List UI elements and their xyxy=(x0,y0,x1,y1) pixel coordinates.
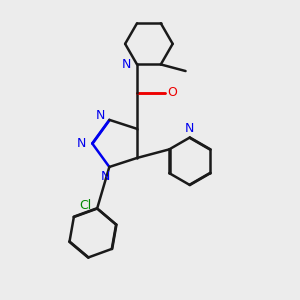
Text: N: N xyxy=(77,137,86,150)
Text: N: N xyxy=(185,122,194,135)
Text: N: N xyxy=(101,170,110,183)
Text: O: O xyxy=(167,86,177,99)
Text: N: N xyxy=(95,110,105,122)
Text: N: N xyxy=(122,58,131,71)
Text: Cl: Cl xyxy=(79,199,91,212)
